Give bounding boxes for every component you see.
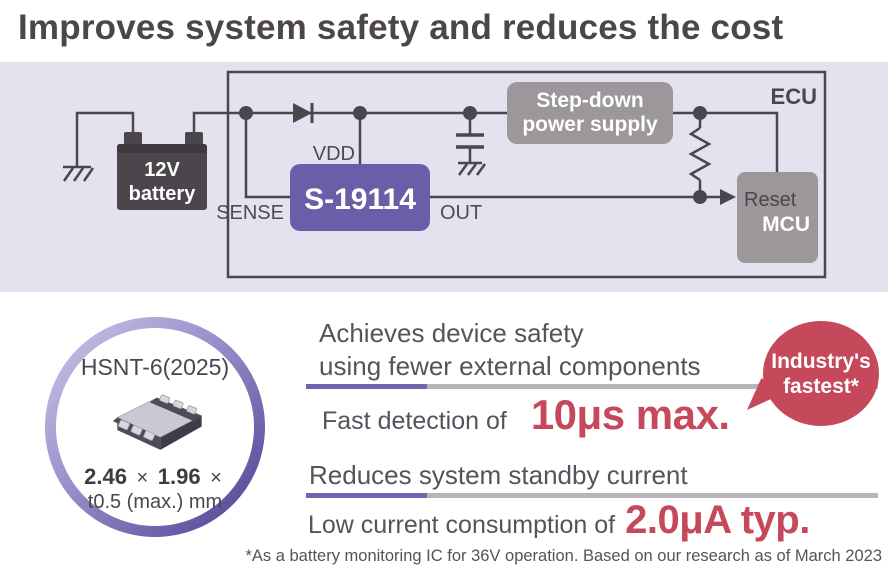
diode-symbol — [293, 103, 314, 123]
package-ring: HSNT-6(2025) 2.46 × 1.96 — [45, 317, 265, 537]
package-image — [101, 387, 209, 462]
capacitor-symbol — [456, 133, 487, 176]
circuit-wires — [75, 111, 779, 199]
pin-label-sense: SENSE — [216, 202, 284, 224]
page-title: Improves system safety and reduces the c… — [18, 8, 784, 47]
battery: 12V battery — [117, 132, 207, 210]
dim-height: 1.96 — [157, 464, 201, 489]
feature1-detail-value: 10μs max. — [530, 391, 730, 438]
mcu-label: MCU — [762, 213, 810, 236]
ecu-outline — [226, 70, 827, 279]
feature1-detail-prefix: Fast detection of — [322, 407, 507, 435]
feature1-heading: Achieves device safety using fewer exter… — [319, 317, 701, 383]
feature1-heading-line1: Achieves device safety — [319, 318, 584, 348]
stepdown-label-line1: Step-down — [536, 89, 643, 112]
dim-multiply-2: × — [210, 467, 222, 489]
junction-dots — [239, 106, 707, 204]
pin-label-out: OUT — [440, 202, 482, 224]
dim-width: 2.46 — [84, 464, 127, 489]
feature2-detail-value: 2.0μA typ. — [625, 498, 810, 542]
feature2-heading: Reduces system standby current — [309, 460, 688, 490]
feature1-heading-line2: using fewer external components — [319, 351, 701, 381]
battery-label-line2: battery — [129, 183, 197, 205]
chip-s19114: S-19114 — [290, 164, 430, 231]
mcu-reset-label: Reset — [744, 189, 797, 211]
pin-label-vdd: VDD — [313, 143, 355, 165]
badge-line2: fastest* — [783, 374, 859, 398]
arrow-head — [720, 189, 736, 205]
feature1-detail: Fast detection of 10μs max. — [322, 391, 730, 439]
ground-symbol — [62, 165, 95, 182]
dim-multiply-1: × — [136, 467, 149, 489]
feature2-detail: Low current consumption of 2.0μA typ. — [308, 498, 810, 543]
features-panel: Achieves device safety using fewer exter… — [306, 0, 882, 573]
mcu-box: Reset MCU — [737, 172, 818, 263]
feature1-divider — [306, 384, 878, 389]
footnote: *As a battery monitoring IC for 36V oper… — [245, 547, 882, 565]
stepdown-power-supply-box: Step-down power supply — [507, 82, 673, 144]
chip-package-illustration — [112, 394, 203, 450]
stepdown-label-line2: power supply — [522, 113, 658, 136]
package-dimensions: 2.46 × 1.96 × — [84, 464, 226, 490]
badge-line1: Industry's — [771, 349, 871, 373]
package-name: HSNT-6(2025) — [80, 354, 230, 380]
ecu-label: ECU — [771, 84, 817, 109]
circuit-diagram: ECU — [62, 70, 827, 279]
battery-label-line1: 12V — [144, 159, 180, 181]
industrys-fastest-badge: Industry's fastest* — [763, 321, 879, 426]
feature2-divider — [306, 493, 878, 498]
resistor-symbol — [688, 126, 712, 182]
feature2-detail-prefix: Low current consumption of — [308, 511, 616, 539]
package-thickness: t0.5 (max.) mm — [87, 491, 223, 513]
chip-label: S-19114 — [304, 183, 416, 216]
package-panel: HSNT-6(2025) 2.46 × 1.96 — [56, 328, 254, 526]
circuit-diagram-panel: ECU — [0, 62, 888, 292]
